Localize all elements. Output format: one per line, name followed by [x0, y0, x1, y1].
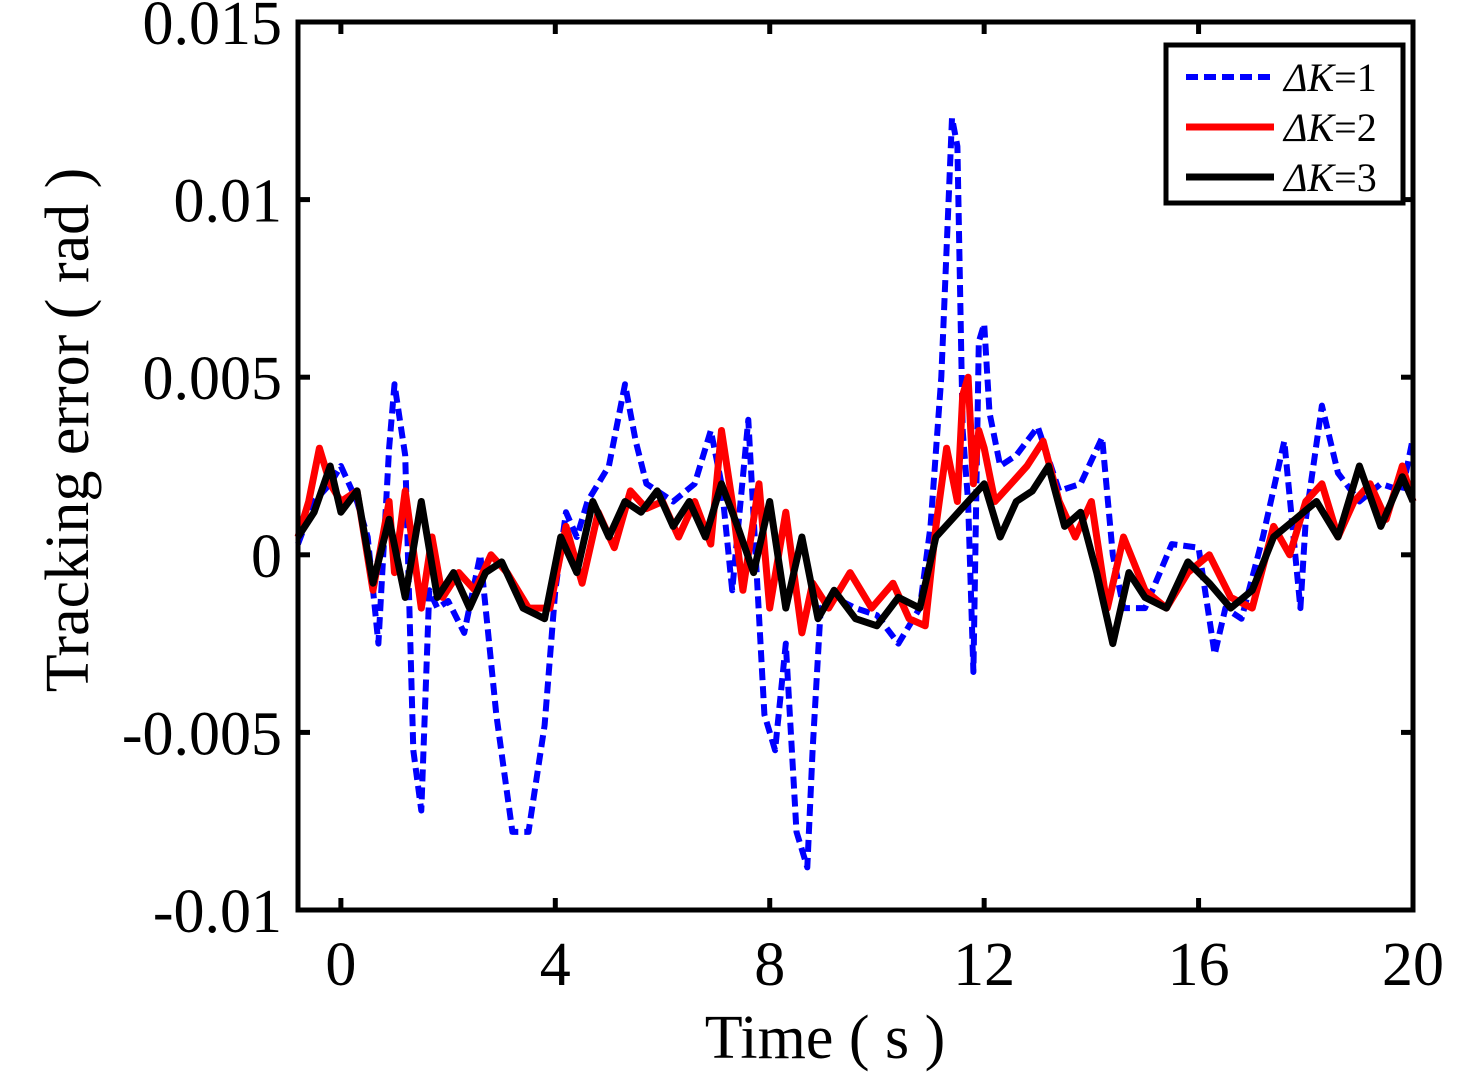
- x-tick-label: 12: [953, 931, 1015, 999]
- legend-label-prefix: ΔK: [1282, 155, 1336, 200]
- y-tick-label: 0.005: [143, 345, 283, 413]
- legend-label-value: 3: [1357, 155, 1377, 200]
- x-axis-title: Time ( s ): [705, 1004, 946, 1072]
- legend-label-equals: =: [1334, 155, 1357, 200]
- x-tick-label: 4: [540, 931, 571, 999]
- series-line-1: [295, 114, 1416, 871]
- y-tick-label: -0.005: [122, 700, 282, 768]
- legend-entries: ΔK=1ΔK=2ΔK=3: [1186, 55, 1377, 200]
- y-tick-label: 0.015: [143, 0, 283, 58]
- y-axis-title: Tracking error ( rad ): [34, 168, 102, 693]
- y-axis-ticks: -0.01 -0.005 0 0.005 0.01 0.015: [122, 0, 1413, 946]
- legend-label-equals: =: [1334, 105, 1357, 150]
- x-tick-label: 16: [1168, 931, 1230, 999]
- y-tick-label: 0.01: [174, 168, 283, 236]
- legend-label-prefix: ΔK: [1282, 55, 1336, 100]
- legend-label-value: 1: [1357, 55, 1377, 100]
- y-tick-label: -0.01: [153, 878, 282, 946]
- series-layer: [294, 114, 1417, 871]
- y-tick-label: 0: [251, 523, 282, 591]
- x-tick-label: 8: [754, 931, 785, 999]
- legend-label-equals: =: [1334, 55, 1357, 100]
- series-line-3: [295, 462, 1417, 648]
- legend-label-1: ΔK=1: [1282, 55, 1377, 100]
- legend-label-2: ΔK=2: [1282, 105, 1377, 150]
- legend-label-value: 2: [1357, 105, 1377, 150]
- plot-frame: [295, 19, 1416, 913]
- legend-label-prefix: ΔK: [1282, 105, 1336, 150]
- legend: ΔK=1ΔK=2ΔK=3: [1163, 42, 1406, 206]
- x-tick-label: 0: [325, 931, 356, 999]
- x-tick-label: 20: [1382, 931, 1444, 999]
- legend-label-3: ΔK=3: [1282, 155, 1377, 200]
- x-axis-ticks: 0 4 8 12 16 20: [325, 22, 1444, 999]
- series-line-2: [294, 373, 1417, 637]
